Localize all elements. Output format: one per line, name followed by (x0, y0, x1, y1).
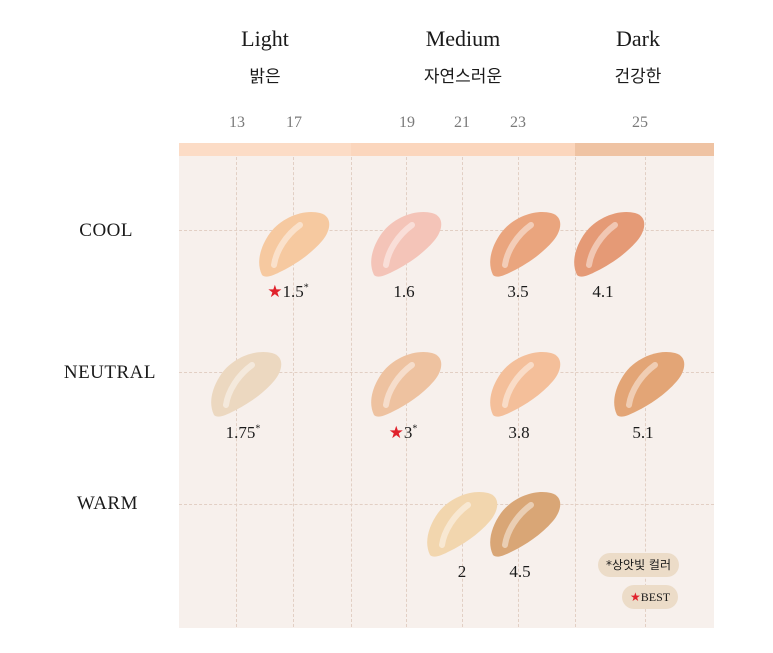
group-dark-heading: Dark (616, 26, 660, 51)
shade-swatch-4-5 (490, 491, 561, 557)
shade-number: 1.6 (393, 282, 415, 301)
ivory-mark: * (255, 423, 261, 435)
ivory-mark: * (303, 282, 309, 294)
shade-swatch-3-8 (490, 351, 561, 417)
shade-label-1-6: 1.6 (369, 282, 439, 302)
grid-line (293, 157, 294, 627)
shade-label-5-1: 5.1 (608, 423, 678, 443)
star-icon: ★ (388, 423, 404, 442)
shade-label-3-8: 3.8 (484, 423, 554, 443)
shade-number: 3.8 (508, 423, 530, 442)
shade-swatch-4-1 (574, 211, 645, 277)
shade-number-17: 17 (286, 114, 302, 131)
shade-number: 2 (457, 562, 467, 581)
shade-swatch-3-5 (490, 211, 561, 277)
shade-number-13: 13 (229, 114, 245, 131)
shade-number-25: 25 (632, 114, 648, 131)
grid-line (179, 230, 714, 231)
light-color-band (179, 143, 351, 157)
shade-label-2: 2 (427, 562, 497, 582)
shade-label-1-5: ★1.5* (253, 282, 323, 302)
group-dark-korean: 건강한 (614, 67, 662, 87)
shade-label-1-75: 1.75* (208, 423, 278, 443)
row-label-cool: COOL (79, 220, 133, 241)
shade-swatch-3 (371, 351, 442, 417)
shade-number-19: 19 (399, 114, 415, 131)
shade-number: 4.1 (592, 282, 614, 301)
ivory-mark: * (412, 423, 418, 435)
shade-number-21: 21 (454, 114, 470, 131)
shade-label-4-1: 4.1 (568, 282, 638, 302)
grid-line (179, 372, 714, 373)
dark-color-band (575, 143, 714, 157)
star-icon: ★ (630, 590, 641, 604)
group-medium-heading: Medium (425, 26, 501, 51)
row-label-neutral: NEUTRAL (63, 362, 156, 383)
star-icon: ★ (267, 282, 283, 301)
shade-number: 3 (403, 423, 413, 442)
best-label: BEST (640, 590, 671, 604)
shade-swatch-1-75 (211, 351, 282, 417)
shade-number: 1.75 (225, 423, 256, 442)
shade-number-23: 23 (510, 114, 526, 131)
shade-number: 4.5 (509, 562, 531, 581)
shade-label-3-5: 3.5 (483, 282, 553, 302)
row-label-warm: WARM (76, 493, 138, 514)
shade-swatch-1-5 (259, 211, 330, 277)
group-light-korean: 밝은 (249, 67, 281, 87)
grid-line (462, 157, 463, 627)
best-pill: ★BEST (622, 585, 679, 609)
medium-color-band (351, 143, 575, 157)
grid-line (351, 157, 352, 627)
shade-label-4-5: 4.5 (485, 562, 555, 582)
grid-line (575, 157, 576, 627)
shade-number: 5.1 (632, 423, 654, 442)
shade-swatch-1-6 (371, 211, 442, 277)
shade-number: 3.5 (507, 282, 529, 301)
group-medium-korean: 자연스러운 (423, 67, 503, 87)
group-light-heading: Light (241, 26, 289, 51)
shade-number: 1.5 (282, 282, 304, 301)
shade-label-3: ★3* (368, 423, 438, 443)
shade-swatch-5-1 (614, 351, 685, 417)
shade-swatch-2 (427, 491, 498, 557)
ivory-note-pill: *상앗빛 컬러 (598, 553, 680, 577)
